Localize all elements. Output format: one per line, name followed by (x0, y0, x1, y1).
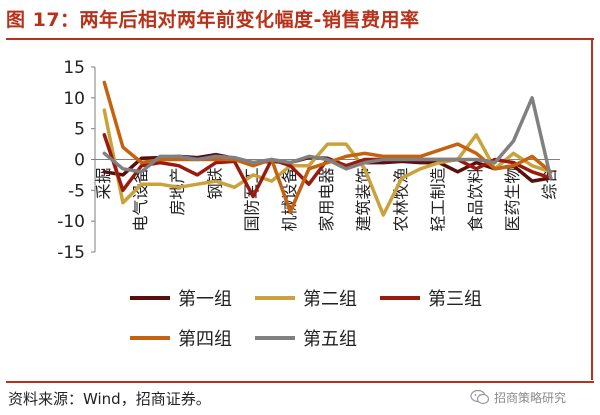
x-tick-label: 房地产 (168, 168, 187, 216)
x-tick-label: 食品饮料 (466, 168, 485, 232)
y-axis: 15 10 5 0 -5 -10 -15 (57, 58, 96, 263)
x-tick-label: 轻工制造 (429, 168, 448, 232)
legend-label: 第五组 (303, 329, 357, 350)
y-tick-label: -15 (57, 243, 85, 263)
x-tick-label: 家用电器 (317, 168, 336, 232)
legend-label: 第三组 (428, 289, 482, 310)
y-tick-label: 10 (63, 89, 85, 109)
x-tick-label: 机械设备 (280, 168, 299, 232)
title-bar: 图 17：两年后相对两年前变化幅度-销售费用率 (0, 0, 600, 38)
y-tick-label: 5 (74, 120, 85, 140)
x-axis: 采掘 电气设备 房地产 钢铁 国防军工 机械设备 家用电器 建筑装饰 农林牧渔 轻工制造 食品饮料医… (94, 159, 560, 232)
x-tick-label: 钢铁 (205, 168, 224, 200)
legend-label: 第四组 (178, 329, 232, 350)
y-tick-label: -10 (57, 212, 85, 232)
watermark-text: 招商策略研究 (494, 390, 567, 405)
legend-label: 第一组 (178, 289, 232, 310)
bottom-rule (6, 381, 594, 383)
title-rule (6, 38, 594, 40)
series-line (102, 108, 553, 217)
x-tick-label: 医药生物 (503, 168, 522, 232)
legend-label: 第二组 (303, 289, 357, 310)
source-note: 资料来源：Wind，招商证券。 (8, 390, 211, 408)
frame-right-rule (591, 40, 593, 380)
x-tick-label: 农林牧渔 (391, 168, 410, 232)
series-layer (102, 80, 553, 217)
x-tick-label: 建筑装饰 (354, 168, 373, 232)
watermark: 招商策略研究 (470, 384, 566, 410)
series-line (102, 80, 553, 214)
wechat-icon (470, 389, 490, 405)
page-title: 图 17：两年后相对两年前变化幅度-销售费用率 (6, 9, 420, 31)
series-line (102, 96, 553, 180)
y-tick-label: 0 (74, 151, 85, 171)
x-tick-label: 采掘 (94, 168, 113, 200)
line-chart: 15 10 5 0 -5 -10 -15 采掘 电气设备 房地产 钢铁 国防军工 机械设备 家用电器 建筑… (57, 58, 560, 350)
y-tick-label: -5 (68, 181, 85, 201)
y-tick-label: 15 (63, 58, 85, 78)
